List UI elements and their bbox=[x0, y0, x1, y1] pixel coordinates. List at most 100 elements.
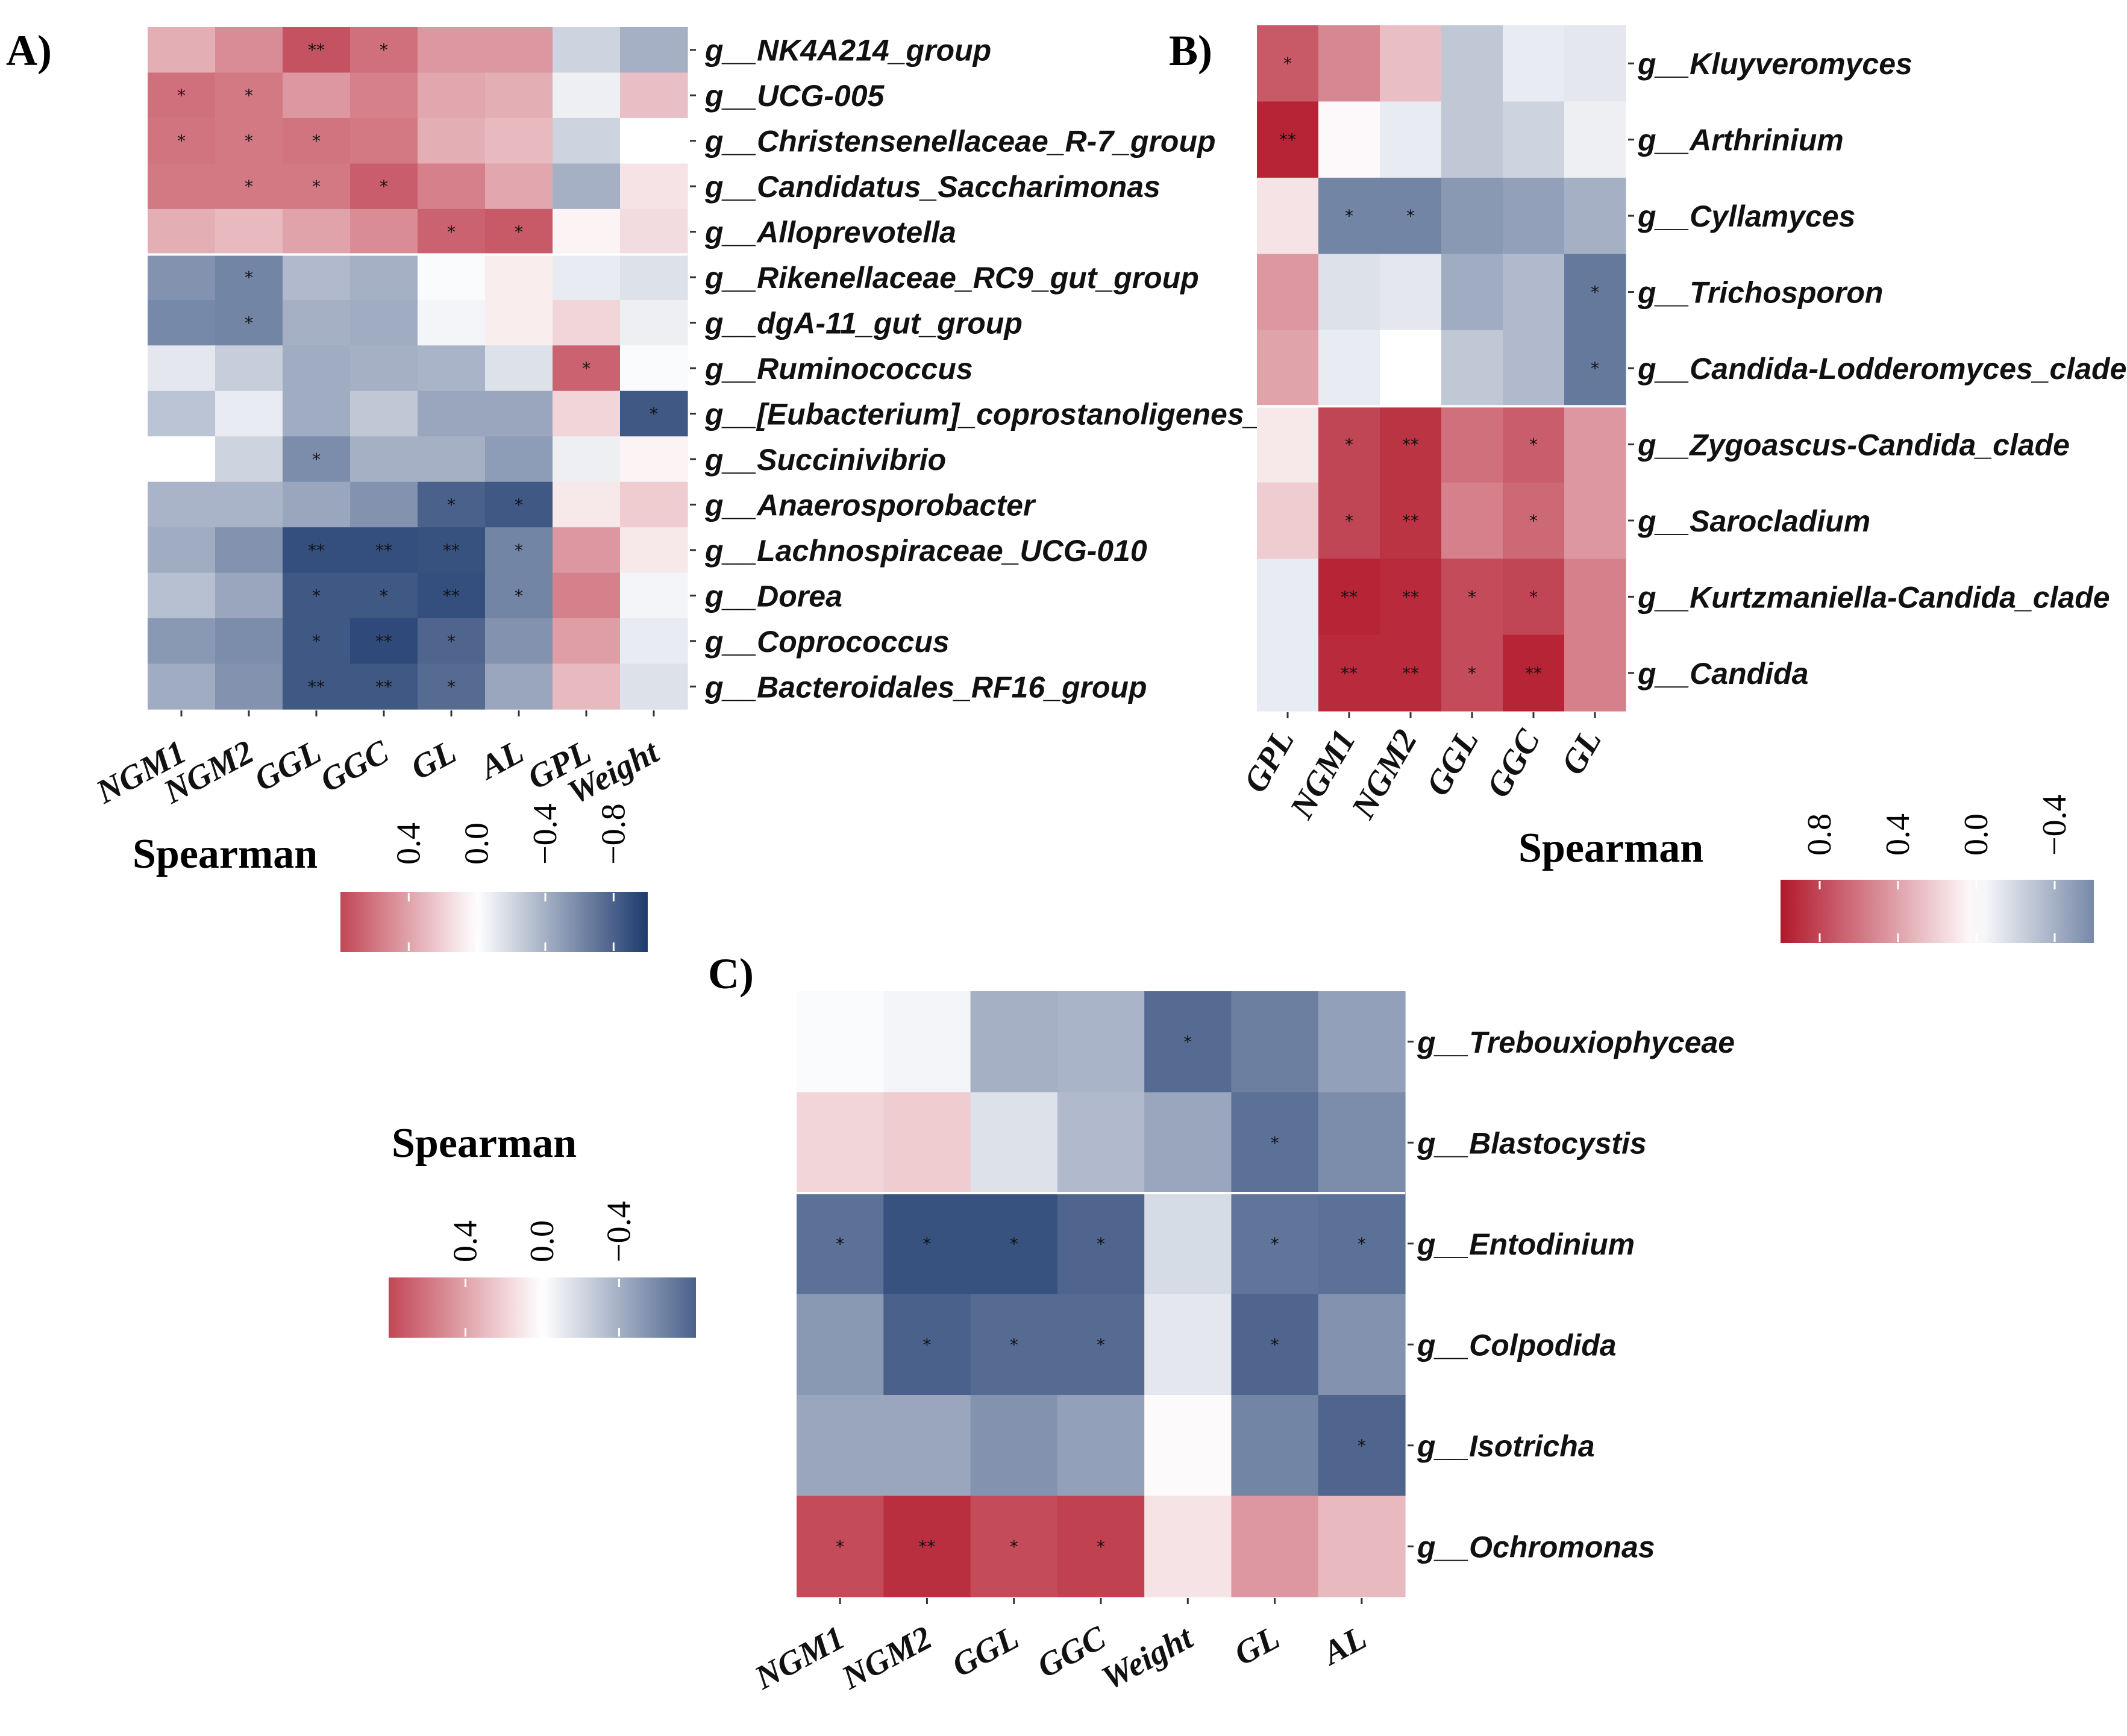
heatmap-cell bbox=[283, 481, 351, 528]
column-label: GL bbox=[1554, 724, 1609, 782]
heatmap-cell bbox=[553, 481, 621, 528]
significance-star: * bbox=[177, 131, 186, 151]
row-label: g__[Eubacterium]_coprostanoligenes_group bbox=[704, 397, 1346, 431]
heatmap-cell bbox=[1318, 991, 1406, 1093]
significance-star: * bbox=[245, 313, 253, 333]
heatmap-cell bbox=[283, 618, 351, 665]
heatmap-cell bbox=[1441, 101, 1503, 178]
heatmap-cell bbox=[148, 527, 216, 574]
row-label: g__Christensenellaceae_R-7_group bbox=[704, 125, 1216, 158]
significance-star: ** bbox=[375, 631, 392, 651]
heatmap-cell bbox=[148, 118, 216, 164]
heatmap-cell bbox=[485, 163, 553, 210]
significance-star: * bbox=[1591, 283, 1599, 302]
significance-star: * bbox=[1468, 587, 1476, 607]
row-label: g__Anaerosporobacter bbox=[704, 488, 1036, 522]
significance-star: ** bbox=[308, 40, 325, 60]
row-label: g__Lachnospiraceae_UCG-010 bbox=[704, 534, 1147, 568]
significance-star: * bbox=[1529, 511, 1538, 531]
heatmap-cell bbox=[797, 1092, 884, 1194]
significance-star: ** bbox=[375, 677, 392, 697]
significance-star: * bbox=[1468, 663, 1476, 683]
heatmap-cell bbox=[485, 254, 553, 301]
legend-tick-label: −0.4 bbox=[601, 1201, 638, 1262]
row-label: g__UCG-005 bbox=[704, 79, 885, 113]
heatmap-cell bbox=[485, 345, 553, 392]
heatmap-cell bbox=[1318, 635, 1380, 712]
heatmap-cell bbox=[148, 254, 216, 301]
significance-star: ** bbox=[1525, 663, 1542, 683]
column-label: AL bbox=[1315, 1619, 1373, 1673]
heatmap-cell bbox=[148, 618, 216, 665]
heatmap-cell bbox=[215, 390, 283, 437]
heatmap-cell bbox=[553, 572, 621, 619]
heatmap-cell bbox=[283, 345, 351, 392]
panel-label: A) bbox=[6, 27, 52, 75]
heatmap-cell bbox=[620, 299, 688, 346]
heatmap-cell bbox=[418, 163, 486, 210]
heatmap-cell bbox=[1503, 101, 1565, 178]
heatmap-cell bbox=[215, 299, 283, 346]
panel-label: C) bbox=[708, 950, 754, 998]
heatmap-cell bbox=[485, 72, 553, 119]
heatmap-cell bbox=[418, 527, 486, 574]
heatmap-cell bbox=[418, 618, 486, 665]
heatmap-cell bbox=[970, 1092, 1058, 1194]
heatmap-cell bbox=[148, 436, 216, 483]
significance-star: * bbox=[312, 177, 321, 196]
significance-star: * bbox=[1358, 1436, 1366, 1456]
heatmap-cell bbox=[418, 390, 486, 437]
significance-star: * bbox=[1271, 1335, 1279, 1355]
heatmap-cell bbox=[797, 1496, 884, 1597]
heatmap-cell bbox=[148, 72, 216, 119]
heatmap-cell bbox=[1318, 330, 1380, 407]
heatmap-cell bbox=[485, 390, 553, 437]
significance-star: * bbox=[245, 131, 253, 151]
heatmap-cell bbox=[1564, 635, 1626, 712]
heatmap-cell bbox=[1503, 482, 1565, 559]
heatmap-cell bbox=[1318, 1395, 1406, 1497]
significance-star: ** bbox=[308, 541, 325, 560]
row-label: g__Ochromonas bbox=[1417, 1530, 1655, 1564]
heatmap-cell bbox=[215, 163, 283, 210]
significance-star: * bbox=[312, 631, 321, 651]
heatmap-cell bbox=[1564, 101, 1626, 178]
heatmap-cell bbox=[1564, 559, 1626, 636]
heatmap-cell bbox=[215, 254, 283, 301]
heatmap-cell bbox=[1318, 559, 1380, 636]
heatmap-cell bbox=[485, 481, 553, 528]
heatmap-cell bbox=[1257, 25, 1319, 102]
heatmap-cell bbox=[215, 572, 283, 619]
significance-star: * bbox=[1358, 1234, 1366, 1254]
heatmap-cell bbox=[1257, 177, 1319, 254]
heatmap-cell bbox=[1564, 482, 1626, 559]
heatmap-cell bbox=[418, 572, 486, 619]
legend-tick-label: 0.4 bbox=[447, 1220, 484, 1262]
significance-star: * bbox=[1271, 1133, 1279, 1153]
row-label: g__Isotricha bbox=[1417, 1429, 1595, 1463]
heatmap-cell bbox=[1380, 177, 1442, 254]
heatmap-cell bbox=[620, 618, 688, 665]
row-label: g__Alloprevotella bbox=[704, 216, 956, 249]
heatmap-cell bbox=[1318, 254, 1380, 331]
heatmap-cell bbox=[148, 663, 216, 710]
heatmap-cell bbox=[883, 1496, 971, 1597]
heatmap-cell bbox=[350, 481, 418, 528]
column-label: Weight bbox=[1095, 1618, 1199, 1697]
significance-star: * bbox=[1097, 1234, 1105, 1254]
heatmap-panel-a: ** ** ** * ** * ** ******* *** ** ** ** * ** ** ** *** **… bbox=[6, 27, 1346, 952]
legend-title: Spearman bbox=[133, 831, 318, 877]
significance-star: ** bbox=[443, 586, 460, 606]
significance-star: * bbox=[380, 586, 388, 606]
heatmap-cell bbox=[283, 436, 351, 483]
heatmap-cell bbox=[970, 1496, 1058, 1597]
heatmap-cell bbox=[1231, 1294, 1319, 1396]
significance-star: * bbox=[1406, 206, 1415, 226]
heatmap-cell bbox=[283, 299, 351, 346]
heatmap-cell bbox=[620, 572, 688, 619]
heatmap-cell bbox=[1318, 1193, 1406, 1295]
heatmap-cell bbox=[553, 299, 621, 346]
heatmap-cell bbox=[215, 345, 283, 392]
row-label: g__Kluyveromyces bbox=[1637, 47, 1912, 81]
heatmap-cell bbox=[970, 1395, 1058, 1497]
